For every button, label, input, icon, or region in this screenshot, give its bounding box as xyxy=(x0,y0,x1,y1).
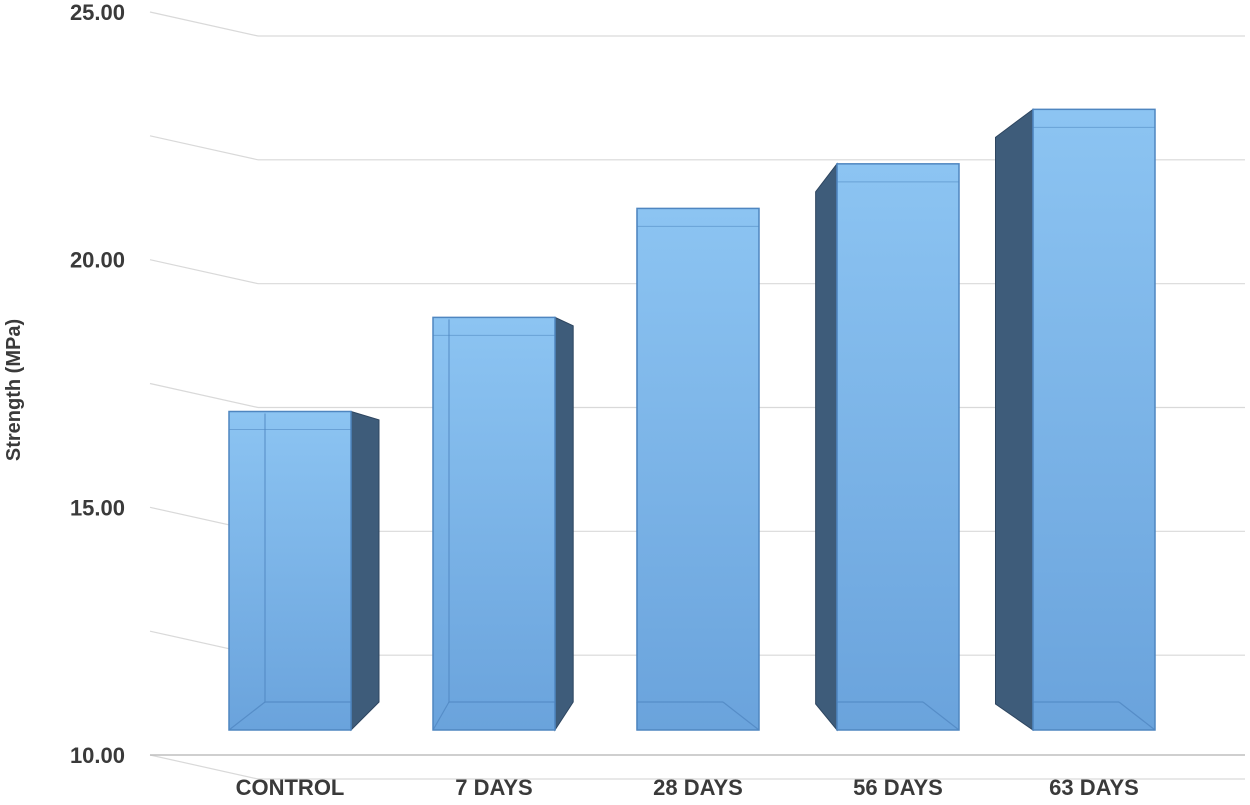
x-tick-label: 56 DAYS xyxy=(853,775,943,800)
gridline-diagonal xyxy=(149,754,259,780)
bar-inner-edge xyxy=(922,701,960,731)
bar-group xyxy=(228,410,380,732)
bar xyxy=(636,207,760,731)
bar-group xyxy=(636,207,760,731)
y-tick-label: 25.00 xyxy=(70,0,125,25)
y-tick-label: 15.00 xyxy=(70,495,125,520)
bar-side xyxy=(554,316,574,732)
y-tick-label: 10.00 xyxy=(70,743,125,768)
bar-inner-edge xyxy=(722,701,760,731)
bar-side xyxy=(994,108,1034,731)
y-tick-label: 20.00 xyxy=(70,248,125,273)
gridline-diagonal xyxy=(149,135,259,161)
bar-group xyxy=(994,108,1156,731)
bars-layer xyxy=(228,108,1156,732)
bar-inner-edge xyxy=(228,701,266,731)
bar-group xyxy=(432,316,574,732)
bar xyxy=(228,410,352,731)
gridline-diagonal xyxy=(149,382,259,409)
x-tick-label: 63 DAYS xyxy=(1049,775,1139,800)
bar-side xyxy=(350,410,380,732)
x-tick-label: 28 DAYS xyxy=(653,775,743,800)
gridline-diagonal xyxy=(149,11,259,37)
bar xyxy=(1032,108,1156,731)
bar xyxy=(432,316,556,731)
bar xyxy=(836,163,960,731)
bar-inner-edge xyxy=(1118,701,1156,731)
x-tick-label: 7 DAYS xyxy=(455,775,532,800)
bar-side xyxy=(815,162,838,732)
y-axis-title: Strength (MPa) xyxy=(3,319,25,461)
gridline-diagonal xyxy=(149,259,259,285)
bar-group xyxy=(815,162,960,732)
x-tick-label: CONTROL xyxy=(236,775,345,800)
labels-layer: 10.00 15.00 20.00 25.00 CONTROL 7 DAYS 28 DAYS… xyxy=(70,0,1139,800)
bar-inner-edge xyxy=(432,701,450,731)
